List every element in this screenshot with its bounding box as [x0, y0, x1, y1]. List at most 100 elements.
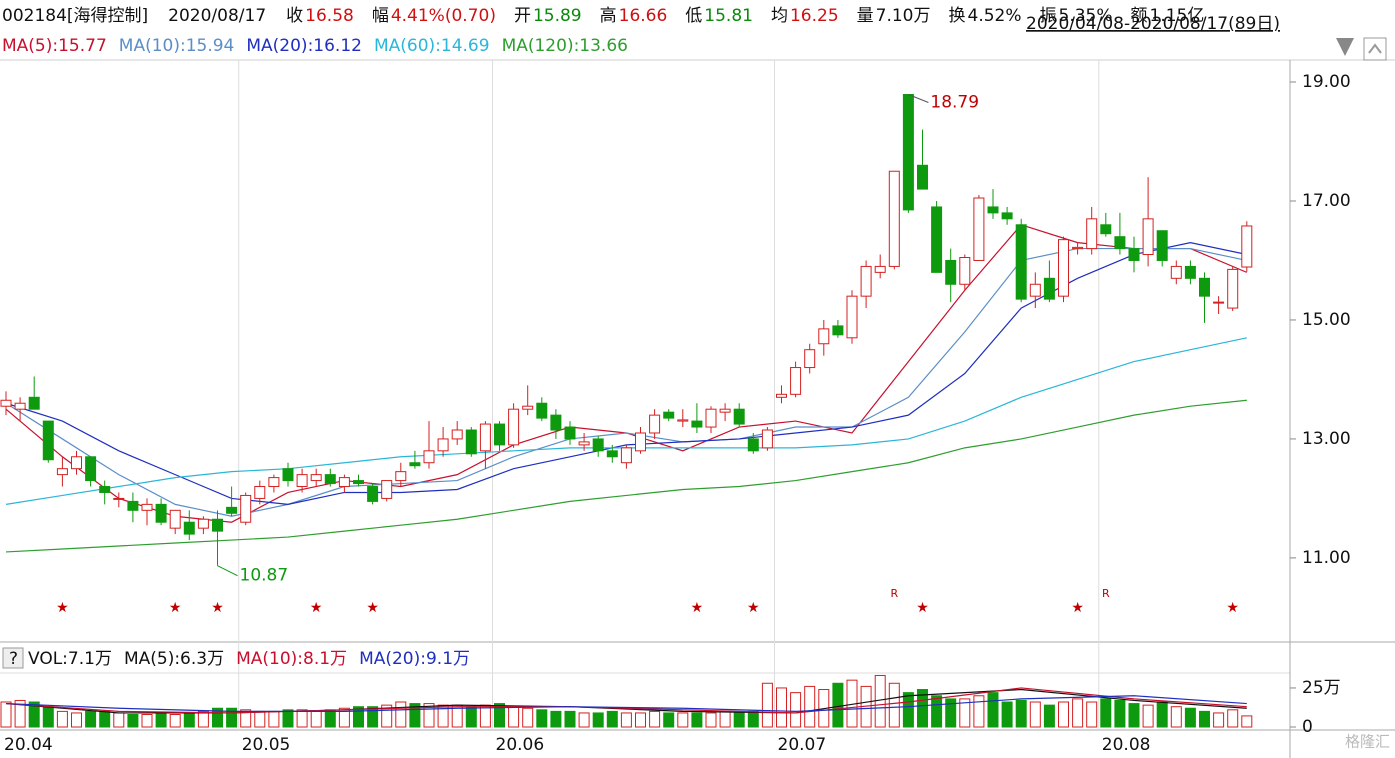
volume-bar	[71, 712, 82, 728]
collapse-button[interactable]	[1363, 37, 1387, 61]
candle-body	[691, 420, 703, 428]
candle-body	[635, 432, 646, 452]
header-label: 002184[海得控制]	[2, 6, 148, 26]
volume-bar	[663, 712, 675, 728]
candle-body	[99, 486, 111, 493]
volume-bar	[381, 704, 393, 728]
volume-bar	[423, 703, 435, 728]
header-value: 4.52%	[968, 6, 1022, 26]
vol-legend-item: MA(5):6.3万	[124, 649, 224, 669]
candle-body	[846, 295, 858, 339]
ma-line	[5, 337, 1247, 505]
volume-bar	[902, 692, 914, 728]
candle-body	[479, 423, 491, 452]
candle-body	[127, 500, 139, 511]
volume-bar	[240, 709, 252, 728]
volume-bar	[550, 710, 562, 728]
signal: R	[890, 587, 898, 600]
candle-body	[240, 494, 252, 523]
candle-body	[733, 408, 745, 425]
signal: ★	[366, 600, 379, 616]
annotation-leader	[217, 565, 238, 577]
candle-body	[381, 480, 393, 499]
header-value: 16.25	[790, 6, 839, 26]
signal: ★	[169, 600, 182, 616]
volume-bar	[494, 703, 505, 728]
signal: ★	[1226, 600, 1239, 616]
candle-body	[888, 170, 900, 267]
header-label: 换	[949, 6, 966, 26]
volume-bar	[183, 712, 195, 728]
volume-bar	[1058, 701, 1069, 728]
candle-body	[564, 426, 576, 440]
volume-bar	[1199, 710, 1210, 728]
header-label: 收	[286, 6, 303, 26]
candle-body	[747, 438, 759, 452]
candle-body	[310, 474, 322, 482]
annotation-leader	[908, 94, 929, 103]
volume-bar	[1213, 712, 1225, 728]
candle-body	[141, 503, 153, 511]
volume-bar	[310, 710, 322, 728]
candle-body	[931, 206, 943, 273]
candle-body	[1058, 239, 1069, 297]
volume-bar	[1114, 699, 1126, 728]
signal: ★	[56, 600, 69, 616]
candle-body	[1142, 218, 1154, 256]
candle-body	[1072, 246, 1084, 250]
candle-body	[945, 259, 957, 285]
volume-bar	[804, 685, 816, 728]
volume-bar	[677, 712, 689, 728]
candle-body	[818, 328, 830, 345]
candle-body	[183, 521, 195, 535]
volume-bar	[917, 689, 928, 728]
dropdown-arrow[interactable]	[1336, 38, 1354, 56]
candle-body	[790, 367, 802, 395]
volume-bar	[987, 692, 999, 728]
volume-bar	[564, 710, 576, 728]
volume-bar	[99, 710, 111, 728]
candle-body	[56, 468, 68, 476]
candle-body	[1029, 283, 1041, 297]
volume-bar	[959, 698, 971, 728]
volume-bar	[85, 710, 97, 728]
candle-body	[14, 402, 26, 410]
header-value: 15.81	[704, 6, 753, 26]
volume-bar	[465, 706, 477, 728]
volume-bar	[1100, 698, 1112, 728]
legend-item: MA(20):16.12	[246, 36, 362, 56]
volume-bar	[113, 712, 125, 728]
legend-item: MA(120):13.66	[502, 36, 628, 56]
volume-bar	[508, 706, 520, 728]
volume-bar	[395, 701, 407, 728]
candle-body	[917, 164, 928, 190]
header-value: 7.10万	[876, 6, 931, 26]
vol-legend-item: MA(10):8.1万	[236, 649, 347, 669]
volume-bar	[945, 698, 957, 728]
candle-body	[592, 438, 604, 452]
candle-body	[902, 94, 914, 211]
candle-body	[254, 486, 266, 499]
header-label: 量	[857, 6, 874, 26]
volume-bar	[254, 710, 266, 728]
volume-bar	[635, 712, 646, 728]
candle-body	[268, 477, 280, 488]
candle-body	[522, 405, 534, 410]
header-value: 1.15亿	[1150, 6, 1205, 26]
candle-body	[1170, 265, 1182, 279]
volume-bar	[832, 682, 844, 728]
candle-body	[536, 402, 548, 419]
candle-body	[1156, 230, 1168, 261]
header-label: 2020/08/17	[168, 6, 266, 26]
volume-bar	[719, 710, 731, 728]
collapse-icon	[1368, 43, 1382, 54]
volume-bar	[874, 674, 886, 728]
volume-bar	[1086, 701, 1098, 728]
volume-bar	[28, 701, 40, 728]
candle-body	[0, 399, 12, 407]
vol-legend-item: VOL:7.1万	[28, 649, 112, 669]
header-label: 低	[685, 6, 702, 26]
vol-legend-item: ?	[9, 649, 18, 669]
volume-bar	[226, 707, 238, 728]
y-tick-label: 19.00	[1302, 72, 1351, 92]
